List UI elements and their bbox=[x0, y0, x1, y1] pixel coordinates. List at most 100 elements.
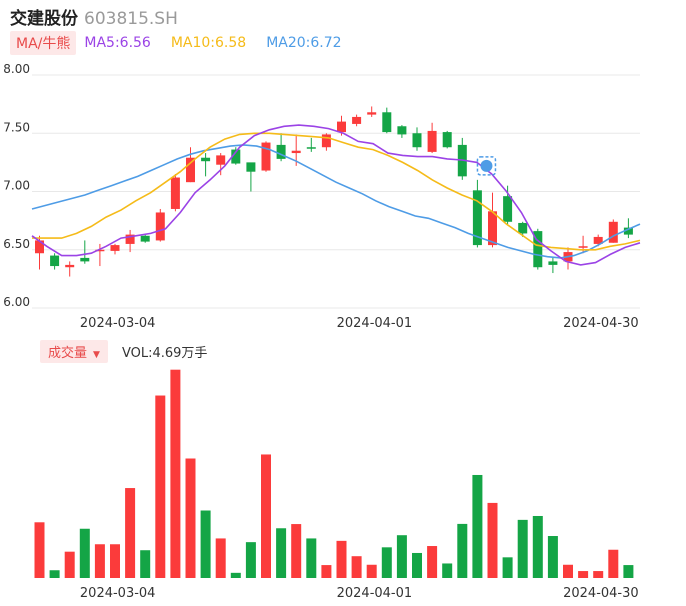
y-tick-label: 6.00 bbox=[3, 295, 30, 309]
candle-body bbox=[412, 133, 422, 148]
volume-bar bbox=[49, 570, 60, 578]
candle-body bbox=[95, 249, 105, 252]
x-tick-label: 2024-04-01 bbox=[337, 586, 413, 601]
ma10-line bbox=[32, 132, 641, 251]
candle-body bbox=[246, 162, 256, 172]
y-tick-label: 6.50 bbox=[3, 237, 30, 251]
candle-body bbox=[276, 144, 286, 159]
volume-bar bbox=[578, 571, 589, 578]
volume-bar bbox=[517, 519, 528, 578]
candle-body bbox=[125, 234, 135, 244]
candle-body bbox=[155, 212, 165, 241]
volume-bar bbox=[34, 522, 45, 578]
candle-body bbox=[261, 142, 271, 171]
x-tick-label: 2024-04-30 bbox=[563, 586, 639, 601]
caret-down-icon: ▼ bbox=[93, 349, 100, 360]
candle-body bbox=[35, 240, 44, 254]
volume-value: VOL:4.69万手 bbox=[121, 345, 208, 361]
volume-bar bbox=[502, 557, 513, 578]
volume-bar bbox=[79, 528, 90, 578]
volume-bar bbox=[608, 549, 619, 578]
stock-code: 603815.SH bbox=[84, 9, 178, 29]
y-tick-label: 8.00 bbox=[3, 62, 30, 76]
volume-bar bbox=[155, 395, 166, 578]
volume-bar bbox=[427, 546, 438, 578]
x-tick-label: 2024-04-30 bbox=[563, 316, 639, 331]
volume-bar bbox=[230, 572, 241, 578]
volume-bar bbox=[215, 538, 226, 578]
volume-bar bbox=[381, 547, 392, 578]
volume-toggle-label: 成交量 bbox=[48, 345, 88, 361]
moving-average-lines bbox=[31, 124, 641, 266]
candle-body bbox=[50, 255, 60, 267]
ma20-legend: MA20:6.72 bbox=[266, 35, 342, 51]
candle-body bbox=[503, 196, 513, 222]
y-tick-label: 7.50 bbox=[3, 120, 30, 134]
candle-body bbox=[367, 112, 377, 115]
volume-bar bbox=[110, 544, 120, 578]
volume-bar bbox=[623, 565, 634, 578]
volume-bar bbox=[291, 524, 302, 578]
candle-body bbox=[518, 222, 528, 234]
volume-bar bbox=[532, 515, 543, 578]
candle-body bbox=[623, 227, 633, 235]
candle-body bbox=[291, 150, 301, 154]
ma5-line bbox=[31, 124, 641, 266]
volume-bar bbox=[547, 536, 558, 578]
ma-indicator-toggle[interactable]: MA/牛熊 bbox=[10, 31, 77, 55]
y-tick-label: 7.00 bbox=[3, 179, 30, 193]
volume-bar bbox=[185, 458, 196, 578]
candle-body bbox=[442, 132, 452, 148]
candle-body bbox=[110, 245, 120, 251]
event-marker-icon[interactable] bbox=[476, 156, 497, 176]
candle-body bbox=[201, 157, 211, 162]
volume-bar bbox=[366, 564, 377, 578]
ma10-legend: MA10:6.58 bbox=[170, 35, 247, 51]
candle-body bbox=[488, 211, 497, 246]
volume-bar bbox=[472, 474, 483, 578]
candle-body bbox=[608, 221, 618, 243]
volume-bar bbox=[563, 564, 573, 578]
date-axis-labels: 2024-03-04 2024-04-01 2024-04-30 bbox=[80, 316, 639, 331]
candle-body bbox=[186, 157, 195, 183]
volume-bar bbox=[94, 544, 105, 578]
volume-bar bbox=[412, 552, 422, 578]
candle-body bbox=[306, 147, 316, 149]
volume-bar bbox=[125, 488, 136, 578]
candle-body bbox=[548, 261, 558, 265]
candle-body bbox=[397, 126, 407, 135]
marker-dot bbox=[480, 159, 493, 172]
candle-body bbox=[533, 231, 543, 268]
volume-bar bbox=[321, 565, 332, 578]
ma-legend: MA/牛熊 MA5:6.56 MA10:6.58 MA20:6.72 bbox=[10, 31, 362, 55]
volume-bar bbox=[64, 551, 75, 578]
candle-body bbox=[80, 257, 90, 262]
volume-bars bbox=[34, 369, 634, 578]
candle-body bbox=[321, 134, 331, 148]
candle-body bbox=[472, 190, 482, 246]
candle-body bbox=[593, 236, 603, 244]
candle-body bbox=[140, 235, 150, 242]
volume-bar bbox=[351, 556, 362, 578]
volume-bar bbox=[487, 502, 498, 578]
candle-body bbox=[427, 130, 437, 152]
x-tick-label: 2024-03-04 bbox=[80, 586, 156, 601]
volume-indicator-toggle[interactable]: 成交量 ▼ bbox=[40, 339, 108, 363]
candle-body bbox=[170, 177, 180, 209]
volume-bar bbox=[396, 535, 407, 578]
volume-bar bbox=[140, 550, 151, 578]
candle-body bbox=[352, 116, 362, 124]
volume-bar bbox=[261, 454, 271, 578]
ma20-line bbox=[31, 144, 641, 259]
candle-body bbox=[382, 112, 392, 133]
volume-bar bbox=[200, 510, 211, 578]
volume-bar bbox=[276, 528, 287, 578]
volume-bar bbox=[442, 563, 453, 578]
volume-bar bbox=[336, 540, 347, 578]
stock-title: 交建股份 603815.SH bbox=[10, 4, 178, 29]
volume-bar bbox=[457, 523, 468, 578]
volume-bar bbox=[306, 538, 317, 578]
volume-legend: 成交量 ▼ VOL:4.69万手 bbox=[40, 339, 208, 363]
volume-bar bbox=[245, 542, 256, 578]
